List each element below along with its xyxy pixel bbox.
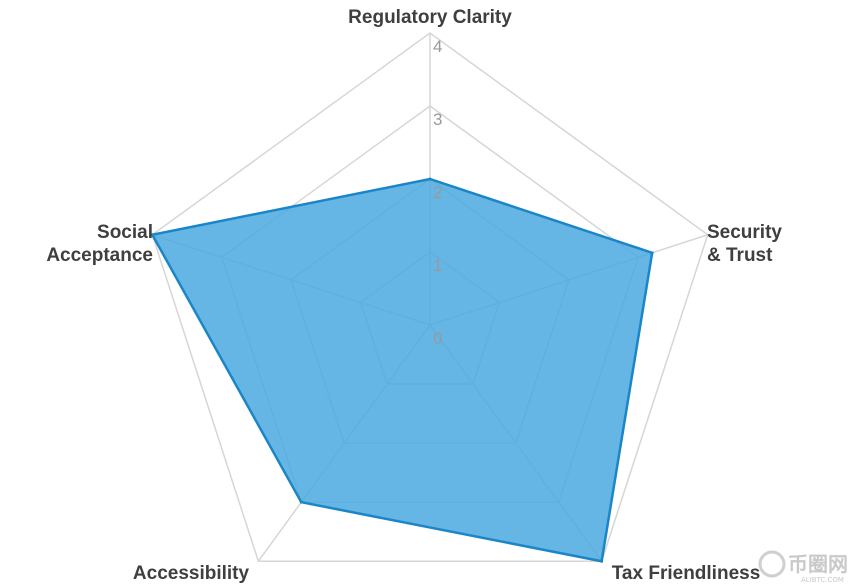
data-point-social-acceptance bbox=[150, 233, 154, 237]
axis-label-accessibility: Accessibility bbox=[133, 563, 250, 584]
axis-label-social-acceptance: Social Acceptance bbox=[46, 222, 153, 266]
data-point-tax-friendliness bbox=[600, 559, 604, 563]
data-point-regulatory-clarity bbox=[428, 177, 432, 181]
series-area-0 bbox=[150, 177, 654, 563]
data-point-security-and-trust bbox=[650, 251, 654, 255]
series-layer bbox=[150, 177, 654, 563]
tick-label-1: 1 bbox=[433, 256, 442, 275]
watermark-icon bbox=[758, 550, 786, 578]
axis-label-security-and-trust: Security & Trust bbox=[707, 222, 782, 266]
watermark-logo: 币圈网 ALIBTC.COM bbox=[758, 550, 848, 584]
axis-label-tax-friendliness: Tax Friendliness bbox=[612, 563, 761, 584]
axis-labels: Regulatory Clarity Security & Trust Tax Fri… bbox=[46, 7, 782, 584]
tick-label-4: 4 bbox=[433, 37, 442, 56]
grid-ring-4 bbox=[151, 32, 709, 562]
tick-label-2: 2 bbox=[433, 183, 442, 202]
watermark-name: 币圈网 bbox=[788, 552, 848, 576]
tick-labels: 0 1 2 3 4 bbox=[433, 37, 442, 348]
watermark-sub: ALIBTC.COM bbox=[801, 576, 844, 584]
data-point-accessibility bbox=[299, 500, 303, 504]
axis-label-regulatory-clarity: Regulatory Clarity bbox=[348, 7, 512, 28]
tick-label-0: 0 bbox=[433, 329, 442, 348]
tick-label-3: 3 bbox=[433, 110, 442, 129]
